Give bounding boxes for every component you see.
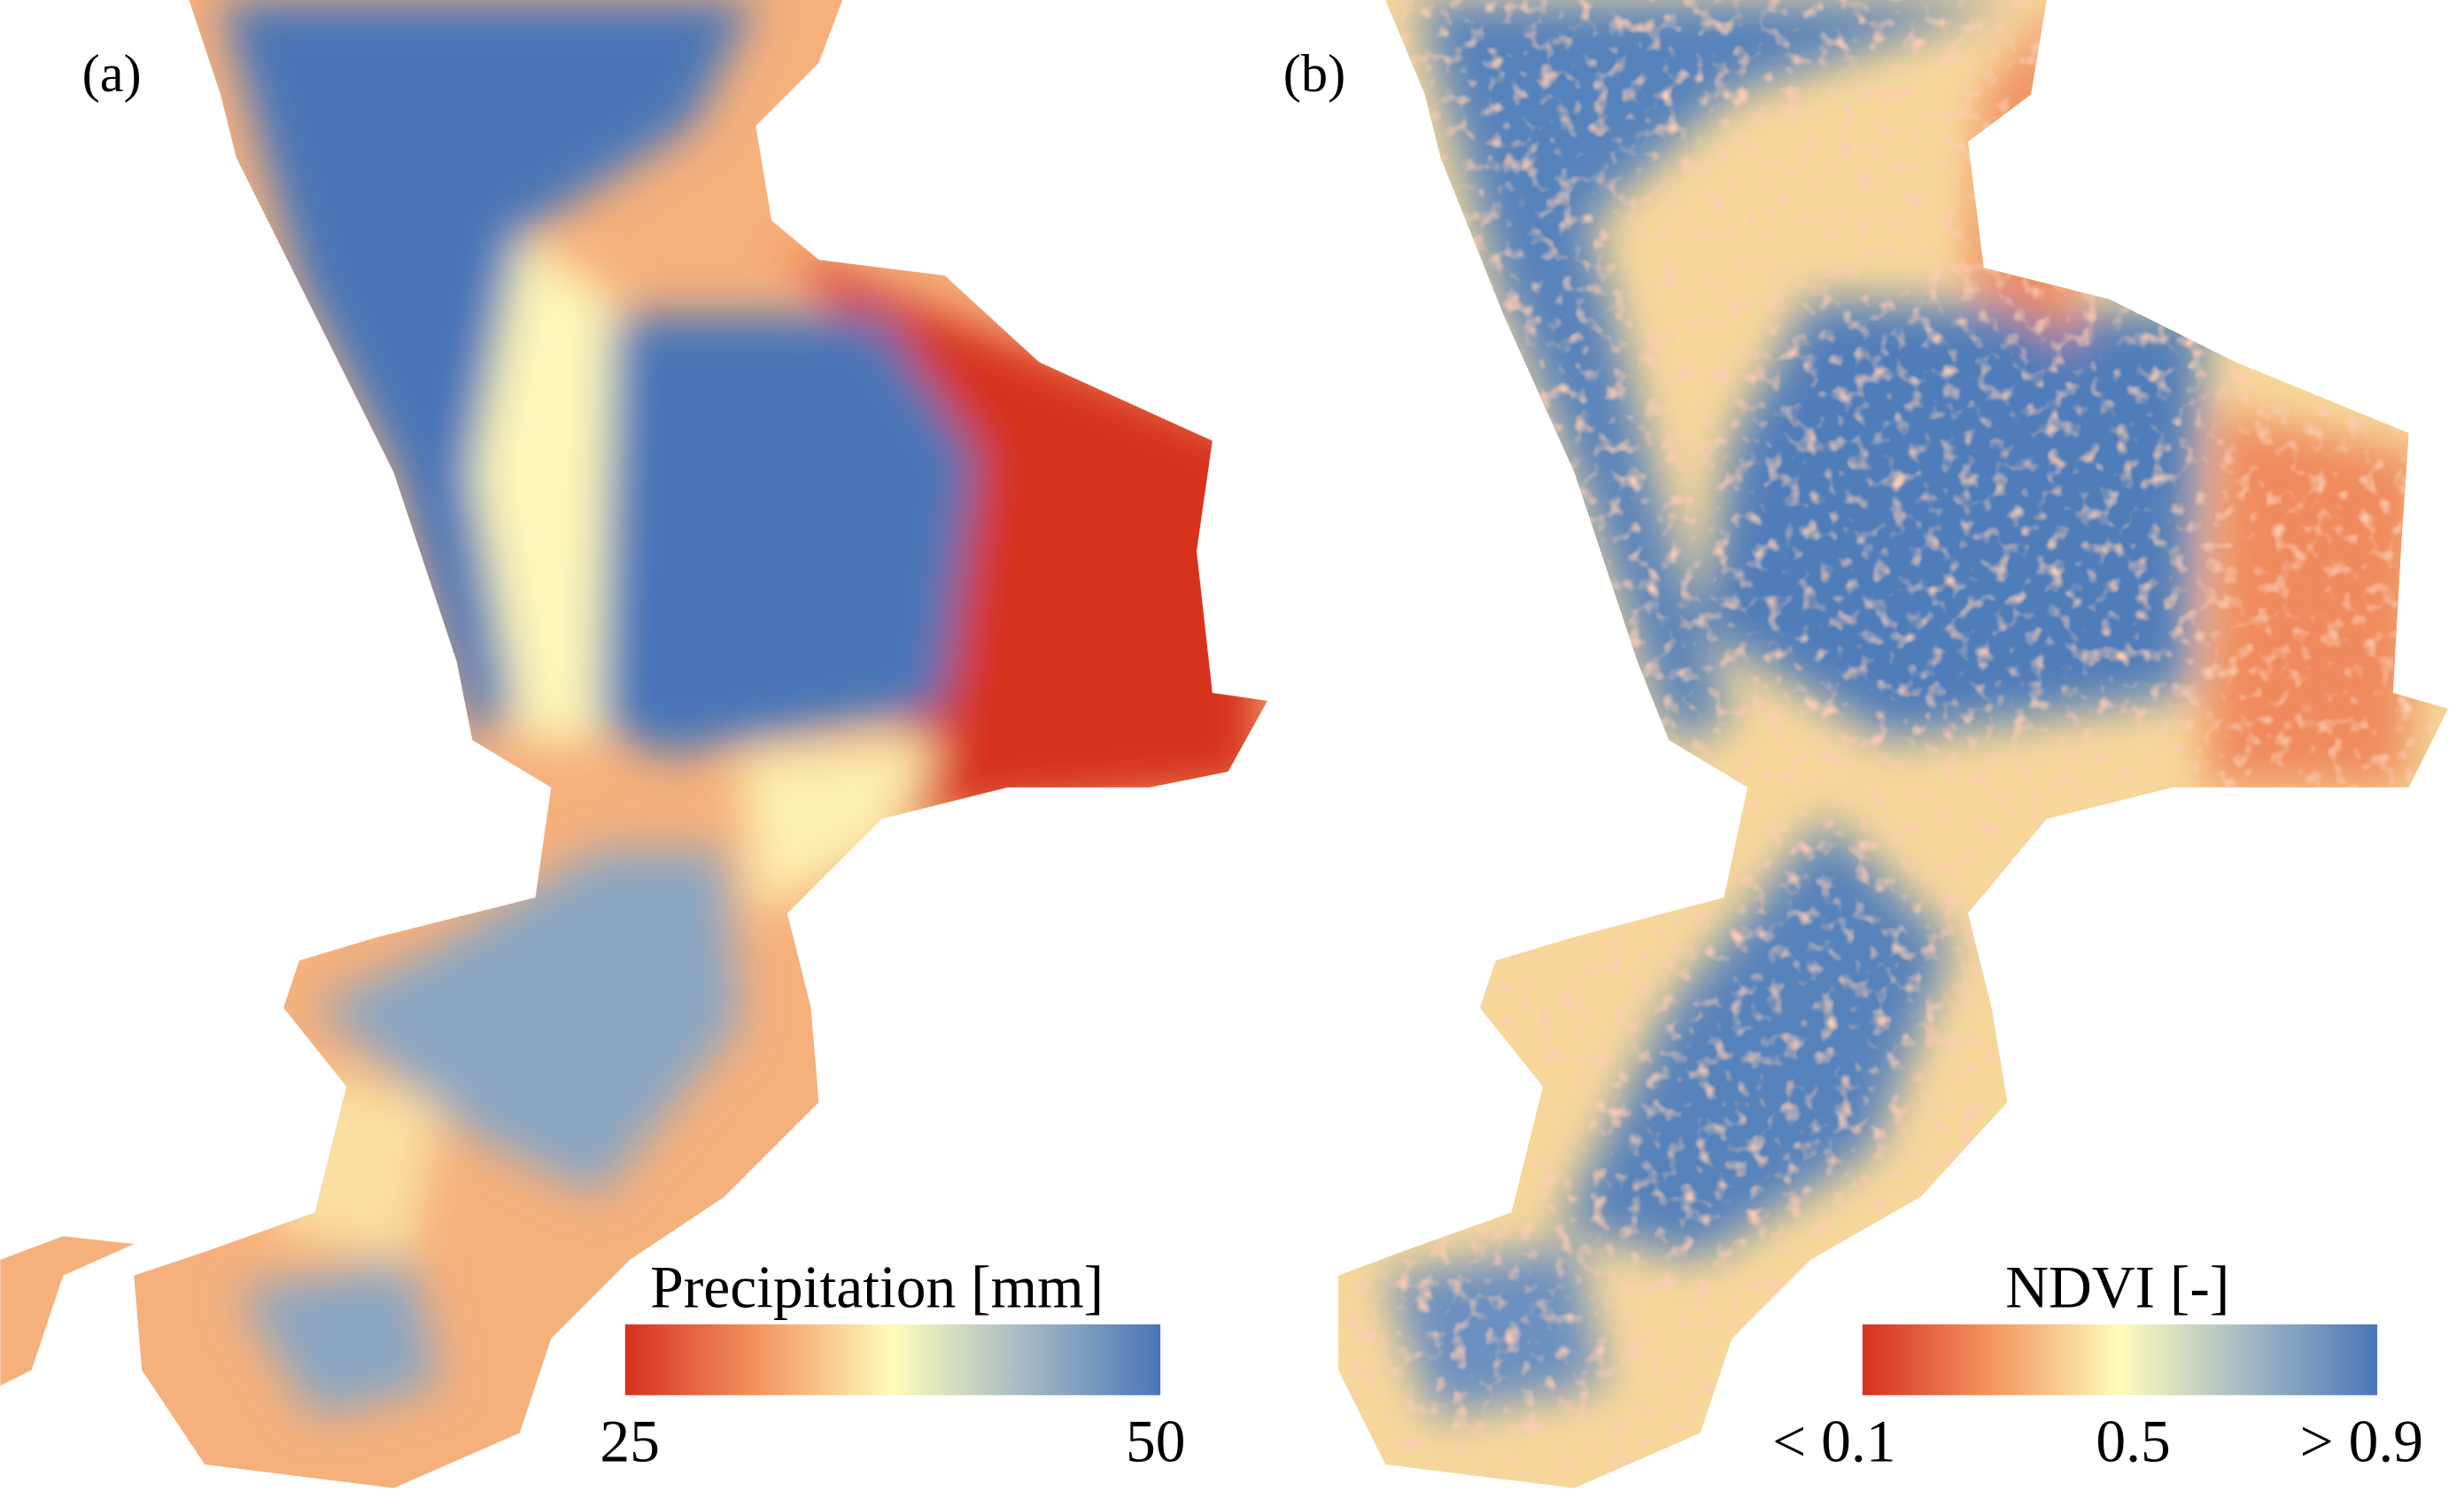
legend-title: Precipitation [mm] <box>650 1254 1104 1320</box>
colorbar-tick: 50 <box>1126 1408 1186 1474</box>
legend-title: NDVI [-] <box>2005 1254 2229 1320</box>
ndvi-map <box>1337 0 2449 1488</box>
colorbar <box>624 1324 1161 1395</box>
colorbar-tick: 0.5 <box>2096 1408 2170 1474</box>
panel-label: (b) <box>1283 44 1345 104</box>
panel-label: (a) <box>82 44 142 104</box>
colorbar <box>1862 1324 2378 1395</box>
colorbar-tick: 25 <box>600 1408 660 1474</box>
colorbar-tick: > 0.9 <box>2300 1408 2423 1474</box>
colorbar-tick: < 0.1 <box>1772 1408 1895 1474</box>
